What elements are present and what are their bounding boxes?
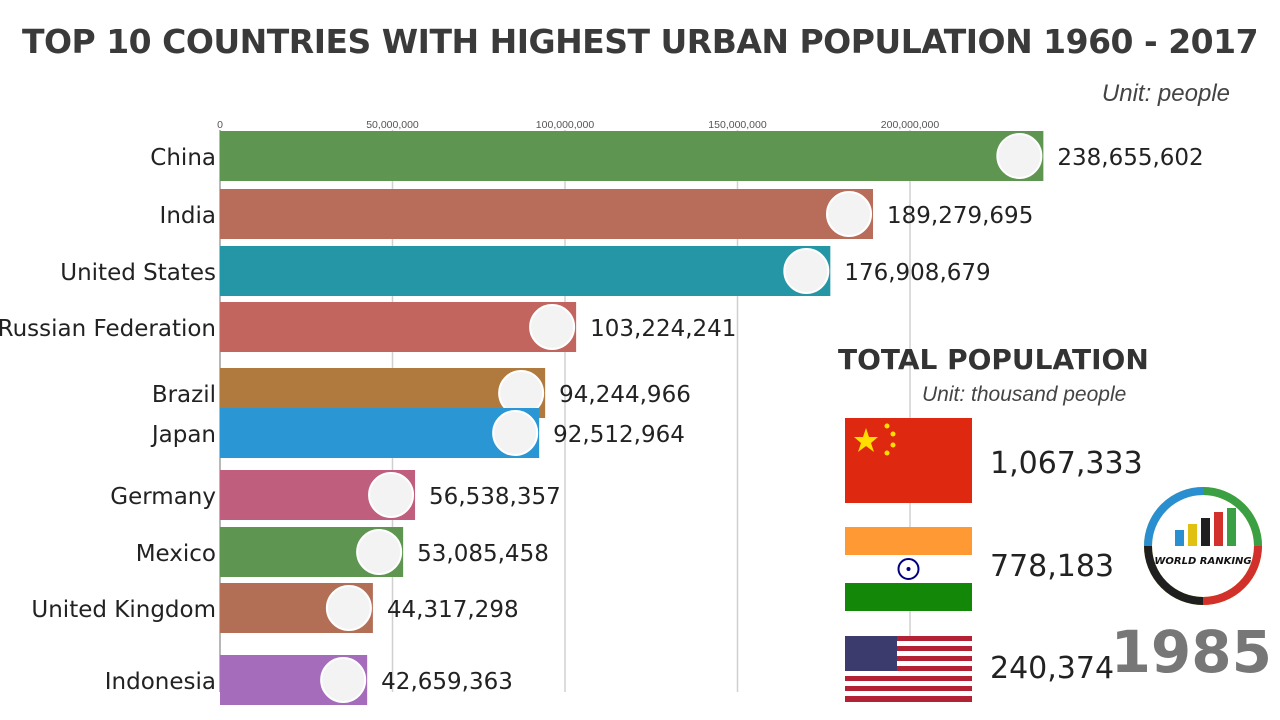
data-label: 44,317,298	[387, 597, 519, 623]
tick-label: 0	[217, 119, 223, 131]
category-label: United States	[60, 260, 216, 286]
flag-badge-icon	[356, 529, 403, 575]
year-label: 1985	[1110, 618, 1272, 686]
china-flag-icon	[845, 418, 972, 503]
data-label: 42,659,363	[381, 669, 513, 695]
data-label: 189,279,695	[887, 203, 1033, 229]
tick-label: 50,000,000	[366, 119, 419, 131]
data-label: 53,085,458	[417, 541, 549, 567]
flag-badge-icon	[325, 585, 372, 631]
total-population-unit: Unit: thousand people	[922, 383, 1127, 406]
category-label: United Kingdom	[31, 597, 216, 623]
flag-badge-icon	[783, 248, 830, 294]
flag-badge-icon	[320, 657, 367, 703]
total-value-china: 1,067,333	[990, 446, 1143, 481]
chart-title: TOP 10 COUNTRIES WITH HIGHEST URBAN POPU…	[21, 22, 1259, 61]
world-ranking-logo: WORLD RANKING	[1144, 487, 1262, 605]
category-label: China	[150, 145, 216, 171]
data-label: 238,655,602	[1057, 145, 1203, 171]
data-label: 92,512,964	[553, 422, 685, 448]
flag-badge-icon	[492, 410, 539, 456]
total-value-india: 778,183	[990, 549, 1115, 584]
category-label: Russian Federation	[0, 316, 216, 342]
bar	[220, 408, 540, 458]
tick-label: 150,000,000	[708, 119, 767, 131]
unit-label: Unit: people	[1101, 80, 1230, 107]
data-label: 176,908,679	[844, 260, 990, 286]
category-label: Japan	[150, 422, 216, 448]
logo-text: WORLD RANKING	[1154, 556, 1251, 567]
category-label: Germany	[110, 484, 216, 510]
bar	[220, 189, 874, 239]
data-label: 94,244,966	[559, 382, 691, 408]
tick-label: 100,000,000	[536, 119, 595, 131]
data-label: 56,538,357	[429, 484, 561, 510]
usa-flag-icon	[845, 636, 972, 702]
data-label: 103,224,241	[590, 316, 736, 342]
flag-badge-icon	[529, 304, 576, 350]
total-population-title: TOTAL POPULATION	[838, 343, 1149, 376]
india-flag-icon	[845, 527, 972, 611]
flag-badge-icon	[826, 191, 873, 237]
total-value-usa: 240,374	[990, 651, 1115, 686]
flag-badge-icon	[996, 133, 1043, 179]
bar	[220, 302, 577, 352]
category-label: Indonesia	[105, 669, 216, 695]
category-label: Mexico	[136, 541, 216, 567]
bar	[220, 131, 1044, 181]
tick-label: 200,000,000	[881, 119, 940, 131]
category-label: Brazil	[152, 382, 216, 408]
flag-badge-icon	[368, 472, 415, 518]
category-label: India	[160, 203, 216, 229]
bar	[220, 246, 831, 296]
